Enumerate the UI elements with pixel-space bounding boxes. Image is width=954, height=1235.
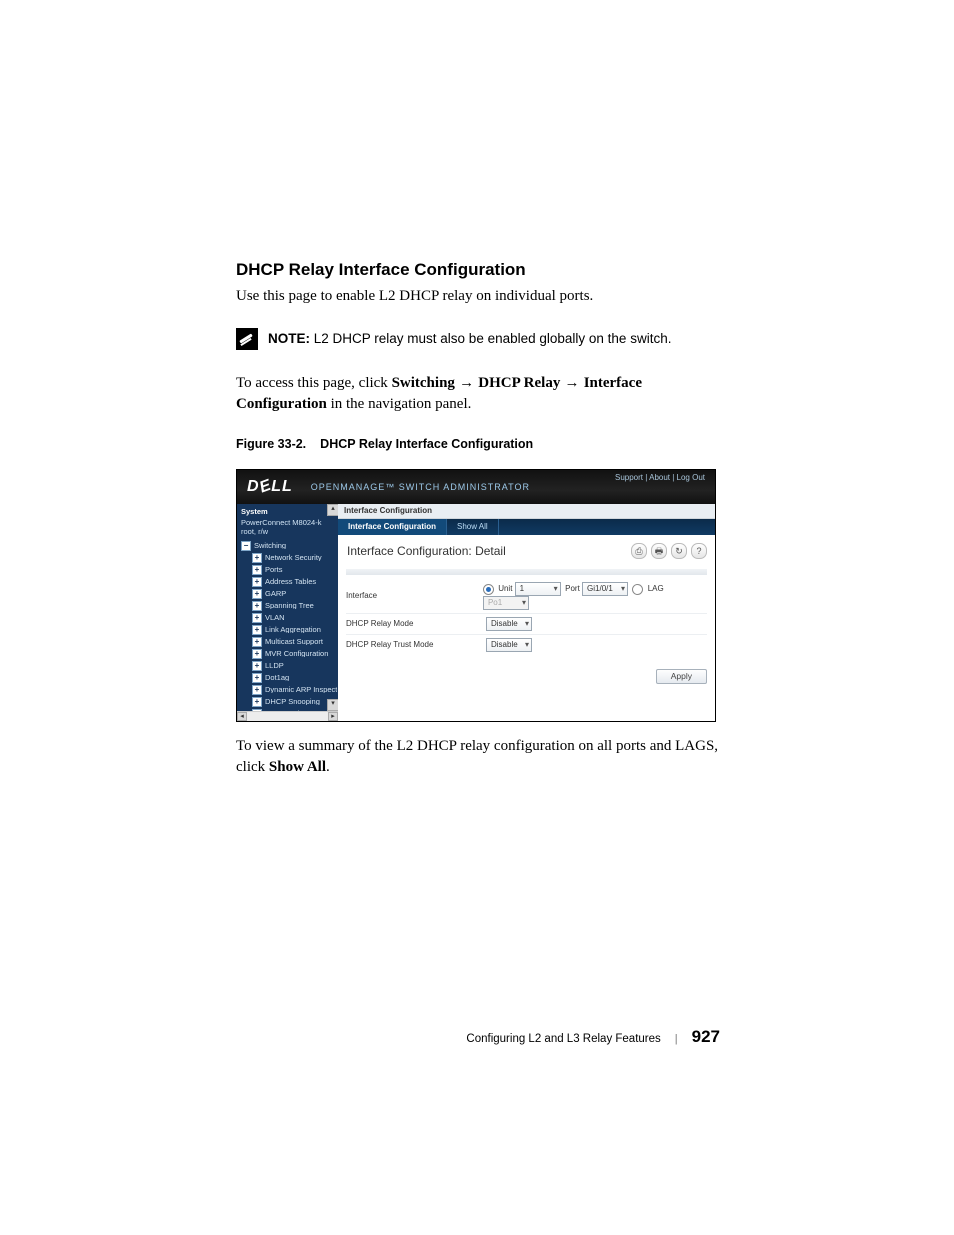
h-scrollbar[interactable]: ◂ ▸: [237, 711, 338, 721]
label-relay-mode: DHCP Relay Mode: [346, 620, 486, 628]
tree-item[interactable]: Network Security: [252, 552, 338, 564]
save-icon[interactable]: ⎙: [631, 543, 647, 559]
footer-divider: |: [675, 1033, 678, 1045]
select-port[interactable]: Gi1/0/1: [582, 582, 628, 596]
scroll-up-icon[interactable]: ▴: [327, 504, 338, 516]
section-heading: DHCP Relay Interface Configuration: [236, 260, 724, 280]
top-links[interactable]: Support | About | Log Out: [615, 474, 705, 482]
apply-button[interactable]: Apply: [656, 669, 707, 684]
help-icon[interactable]: ?: [691, 543, 707, 559]
tree-item[interactable]: Dynamic ARP Inspect: [252, 684, 338, 696]
radio-lag[interactable]: [632, 584, 643, 595]
sidebar-model: PowerConnect M8024-k: [241, 518, 338, 527]
figure-caption: Figure 33-2. DHCP Relay Interface Configu…: [236, 437, 724, 451]
tab-interface-config[interactable]: Interface Configuration: [338, 519, 447, 535]
tree-item[interactable]: Multicast Support: [252, 636, 338, 648]
breadcrumb: Interface Configuration: [338, 504, 715, 519]
nav-sidebar: System PowerConnect M8024-k root, r/w Sw…: [237, 504, 338, 721]
select-unit[interactable]: 1: [515, 582, 561, 596]
tree-item[interactable]: Spanning Tree: [252, 600, 338, 612]
access-suffix: in the navigation panel.: [327, 396, 472, 412]
tree-item[interactable]: Dot1ag: [252, 672, 338, 684]
screenshot: DELL OPENMANAGE™ SWITCH ADMINISTRATOR Su…: [236, 469, 716, 722]
tree-item[interactable]: Ports: [252, 564, 338, 576]
note-text: L2 DHCP relay must also be enabled globa…: [310, 331, 671, 346]
tree-item[interactable]: VLAN: [252, 612, 338, 624]
row-interface: Interface Unit 1 Port Gi1/0/1 LAG Po1: [346, 579, 707, 613]
figure-number: Figure 33-2.: [236, 437, 306, 451]
tree-item[interactable]: Address Tables: [252, 576, 338, 588]
arrow-icon: →: [455, 374, 478, 391]
main-panel: Interface Configuration Interface Config…: [338, 504, 715, 721]
note-label: NOTE:: [268, 331, 310, 346]
tree-item[interactable]: GARP: [252, 588, 338, 600]
select-relay-mode[interactable]: Disable: [486, 617, 532, 631]
after-figure-paragraph: To view a summary of the L2 DHCP relay c…: [236, 736, 724, 777]
label-trust-mode: DHCP Relay Trust Mode: [346, 641, 486, 649]
scroll-right-icon[interactable]: ▸: [328, 712, 338, 721]
tab-show-all[interactable]: Show All: [447, 519, 499, 535]
config-form: Interface Unit 1 Port Gi1/0/1 LAG Po1: [338, 575, 715, 663]
scroll-down-icon[interactable]: ▾: [327, 699, 338, 711]
note-icon: [236, 328, 258, 350]
footer-title: Configuring L2 and L3 Relay Features: [466, 1033, 660, 1045]
note-block: NOTE: L2 DHCP relay must also be enabled…: [236, 328, 724, 350]
arrow-icon: →: [560, 374, 583, 391]
access-prefix: To access this page, click: [236, 375, 392, 391]
tree-item[interactable]: LLDP: [252, 660, 338, 672]
label-lag: LAG: [648, 584, 664, 593]
radio-unit[interactable]: [483, 584, 494, 595]
sidebar-system[interactable]: System: [241, 508, 338, 516]
path-dhcp-relay: DHCP Relay: [478, 375, 560, 391]
show-all-bold: Show All: [269, 759, 326, 775]
dell-logo: DELL: [247, 479, 293, 495]
print-icon[interactable]: 🖶: [651, 543, 667, 559]
label-unit: Unit: [498, 584, 512, 593]
scroll-left-icon[interactable]: ◂: [237, 712, 247, 721]
tab-bar: Interface Configuration Show All: [338, 519, 715, 535]
after-fig-period: .: [326, 759, 330, 775]
row-relay-mode: DHCP Relay Mode Disable: [346, 613, 707, 634]
path-switching: Switching: [392, 375, 455, 391]
sidebar-user: root, r/w: [241, 527, 338, 536]
select-trust-mode[interactable]: Disable: [486, 638, 532, 652]
tree-item[interactable]: Link Aggregation: [252, 624, 338, 636]
access-paragraph: To access this page, click Switching → D…: [236, 372, 724, 415]
label-interface: Interface: [346, 592, 483, 600]
tree-item[interactable]: DHCP Snooping: [252, 696, 338, 708]
app-header: DELL OPENMANAGE™ SWITCH ADMINISTRATOR Su…: [237, 470, 715, 504]
page-number: 927: [692, 1027, 720, 1047]
app-title: OPENMANAGE™ SWITCH ADMINISTRATOR: [311, 483, 530, 492]
label-port: Port: [565, 584, 580, 593]
intro-paragraph: Use this page to enable L2 DHCP relay on…: [236, 286, 724, 306]
figure-title: DHCP Relay Interface Configuration: [320, 437, 533, 451]
refresh-icon[interactable]: ↻: [671, 543, 687, 559]
tree-item[interactable]: MVR Configuration: [252, 648, 338, 660]
tree-switching[interactable]: Switching: [241, 540, 338, 552]
panel-title: Interface Configuration: Detail: [346, 545, 506, 557]
select-lag: Po1: [483, 596, 529, 610]
page-footer: Configuring L2 and L3 Relay Features | 9…: [236, 1027, 724, 1047]
row-trust-mode: DHCP Relay Trust Mode Disable: [346, 634, 707, 655]
